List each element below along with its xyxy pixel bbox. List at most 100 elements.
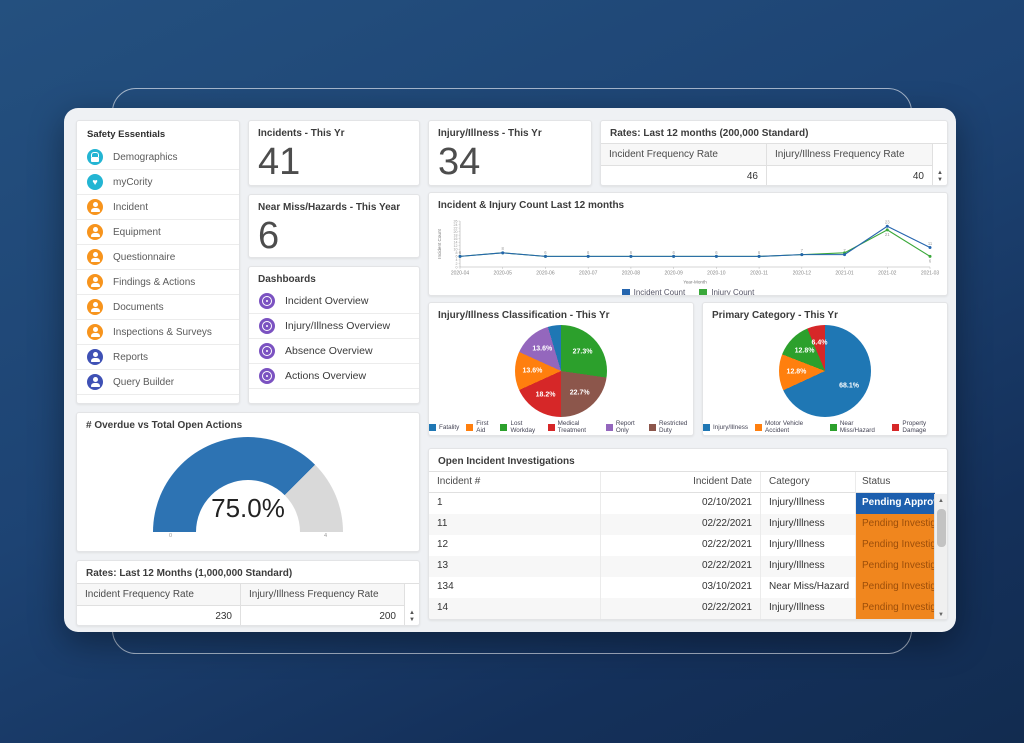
primary-category-pie: 68.1% 12.8% 12.8% 6.4%: [703, 325, 947, 417]
sidebar-item-label: Demographics: [113, 151, 178, 163]
legend-item-property-damage: Property Damage: [892, 420, 947, 434]
table-scrollbar[interactable]: ▲ ▼: [934, 494, 947, 619]
sidebar-item-findings-actions[interactable]: Findings & Actions: [77, 270, 239, 295]
dashboards-title: Dashboards: [258, 274, 316, 285]
svg-text:18: 18: [454, 233, 458, 237]
pie-slice-label: 27.3%: [572, 348, 593, 356]
heart-icon: [87, 174, 103, 190]
rates-1m-col1-header[interactable]: Incident Frequency Rate: [77, 584, 240, 606]
table-header-incident-date[interactable]: Incident Date: [601, 472, 761, 493]
svg-text:10: 10: [454, 248, 458, 252]
table-row[interactable]: 13 02/22/2021 Injury/Illness Pending Invest…: [429, 556, 947, 577]
cell-incident-number: 13: [429, 556, 601, 577]
sidebar-item-query-builder[interactable]: Query Builder: [77, 370, 239, 395]
sidebar-item-inspections-surveys[interactable]: Inspections & Surveys: [77, 320, 239, 345]
legend-swatch: [547, 423, 555, 431]
dashboard-item-injury-illness-overview[interactable]: Injury/Illness Overview: [249, 314, 419, 339]
spinner-down-icon[interactable]: ▼: [937, 176, 943, 183]
legend-label: Near Miss/Hazard: [839, 420, 875, 434]
rates-1m-col2-header[interactable]: Injury/Illness Frequency Rate: [241, 584, 404, 606]
injury-count-unit: Count: [429, 181, 591, 185]
pie-slice-label: 6.4%: [811, 339, 828, 347]
rates-200k-col1-value: 46: [746, 171, 758, 182]
person-icon: [87, 249, 103, 265]
cell-status: Pending Investigation: [856, 514, 935, 535]
svg-text:20: 20: [454, 230, 458, 234]
cell-incident-date: 02/22/2021: [601, 514, 761, 535]
svg-text:4: 4: [456, 258, 458, 262]
svg-text:2021-03: 2021-03: [921, 271, 940, 277]
pie-slice-label: 12.8%: [786, 368, 807, 376]
sidebar-item-label: Documents: [113, 301, 164, 313]
table-header-category[interactable]: Category: [761, 472, 856, 493]
table-row[interactable]: 11 02/22/2021 Injury/Illness Pending Invest…: [429, 514, 947, 535]
svg-text:0: 0: [456, 265, 458, 269]
incidents-count-card: Incidents - This Yr 41 Count: [248, 120, 420, 186]
table-row[interactable]: 14 02/22/2021 Injury/Illness Pending Invest…: [429, 598, 947, 619]
classification-pie-card: Injury/Illness Classification - This Yr …: [428, 302, 694, 436]
spinner-up-icon[interactable]: ▲: [937, 169, 943, 176]
rates-200k-col2-value: 40: [912, 171, 924, 182]
sidebar-item-label: Inspections & Surveys: [113, 326, 212, 338]
svg-text:7: 7: [843, 248, 846, 253]
svg-text:2021-01: 2021-01: [835, 271, 854, 277]
svg-text:2020-05: 2020-05: [494, 271, 513, 277]
svg-text:Incident Count: Incident Count: [437, 228, 442, 258]
sidebar-item-equipment[interactable]: Equipment: [77, 220, 239, 245]
legend-label: Lost Workday: [510, 420, 536, 434]
gauge-icon: [259, 368, 275, 384]
table-header-incident-[interactable]: Incident #: [429, 472, 601, 493]
svg-text:2020-06: 2020-06: [536, 271, 555, 277]
table-row[interactable]: 12 02/22/2021 Injury/Illness Pending Invest…: [429, 535, 947, 556]
incidents-count-unit: Count: [249, 181, 419, 185]
scroll-up-icon[interactable]: ▲: [938, 497, 944, 504]
spinner-down-icon[interactable]: ▼: [409, 616, 415, 623]
svg-text:2021-02: 2021-02: [878, 271, 897, 277]
dashboard-item-incident-overview[interactable]: Incident Overview: [249, 289, 419, 314]
svg-text:6: 6: [672, 250, 675, 255]
dashboard-item-actions-overview[interactable]: Actions Overview: [249, 364, 419, 389]
spinner-up-icon[interactable]: ▲: [409, 609, 415, 616]
scrollbar-thumb[interactable]: [937, 509, 946, 547]
table-title: Open Incident Investigations: [438, 456, 575, 467]
card-title: Incidents - This Yr: [258, 128, 345, 139]
gauge-title: # Overdue vs Total Open Actions: [86, 420, 243, 431]
svg-text:22: 22: [454, 226, 458, 230]
sidebar-item-questionnaire[interactable]: Questionnaire: [77, 245, 239, 270]
sidebar-item-incident[interactable]: Incident: [77, 195, 239, 220]
pie-slice-label: 22.7%: [569, 389, 590, 397]
legend-swatch: [703, 423, 710, 431]
cell-incident-date: 03/10/2021: [601, 577, 761, 598]
legend-swatch: [621, 288, 630, 295]
legend-label: Motor Vehicle Accident: [765, 420, 804, 434]
rates-1m-col1-value: 230: [215, 611, 232, 622]
svg-text:8: 8: [502, 246, 505, 251]
cell-incident-number: 134: [429, 577, 601, 598]
sidebar-item-mycority[interactable]: myCority: [77, 170, 239, 195]
legend-label: Restricted Duty: [659, 420, 688, 434]
sidebar-item-reports[interactable]: Reports: [77, 345, 239, 370]
sidebar-item-demographics[interactable]: Demographics: [77, 145, 239, 170]
sidebar-item-documents[interactable]: Documents: [77, 295, 239, 320]
rates-1m-title: Rates: Last 12 Months (1,000,000 Standar…: [86, 568, 293, 579]
scroll-down-icon[interactable]: ▼: [938, 611, 944, 618]
table-header-status[interactable]: Status: [856, 472, 935, 493]
rates-200k-col2-header[interactable]: Injury/Illness Frequency Rate: [767, 144, 932, 166]
table-row[interactable]: 134 03/10/2021 Near Miss/Hazard Pending Inv…: [429, 577, 947, 598]
legend-item-lost-workday: Lost Workday: [500, 420, 540, 434]
dashboard-item-absence-overview[interactable]: Absence Overview: [249, 339, 419, 364]
svg-text:8: 8: [456, 251, 458, 255]
sidebar-item-label: Query Builder: [113, 376, 175, 388]
rates-200k-col1-header[interactable]: Incident Frequency Rate: [601, 144, 766, 166]
dashboard-card: Safety Essentials Demographics myCority In…: [64, 108, 956, 632]
person-icon: [87, 349, 103, 365]
injury-count-value: 34: [438, 141, 481, 183]
cell-category: Injury/Illness: [761, 535, 856, 556]
pie1-title: Injury/Illness Classification - This Yr: [438, 310, 610, 321]
svg-text:6: 6: [544, 250, 547, 255]
